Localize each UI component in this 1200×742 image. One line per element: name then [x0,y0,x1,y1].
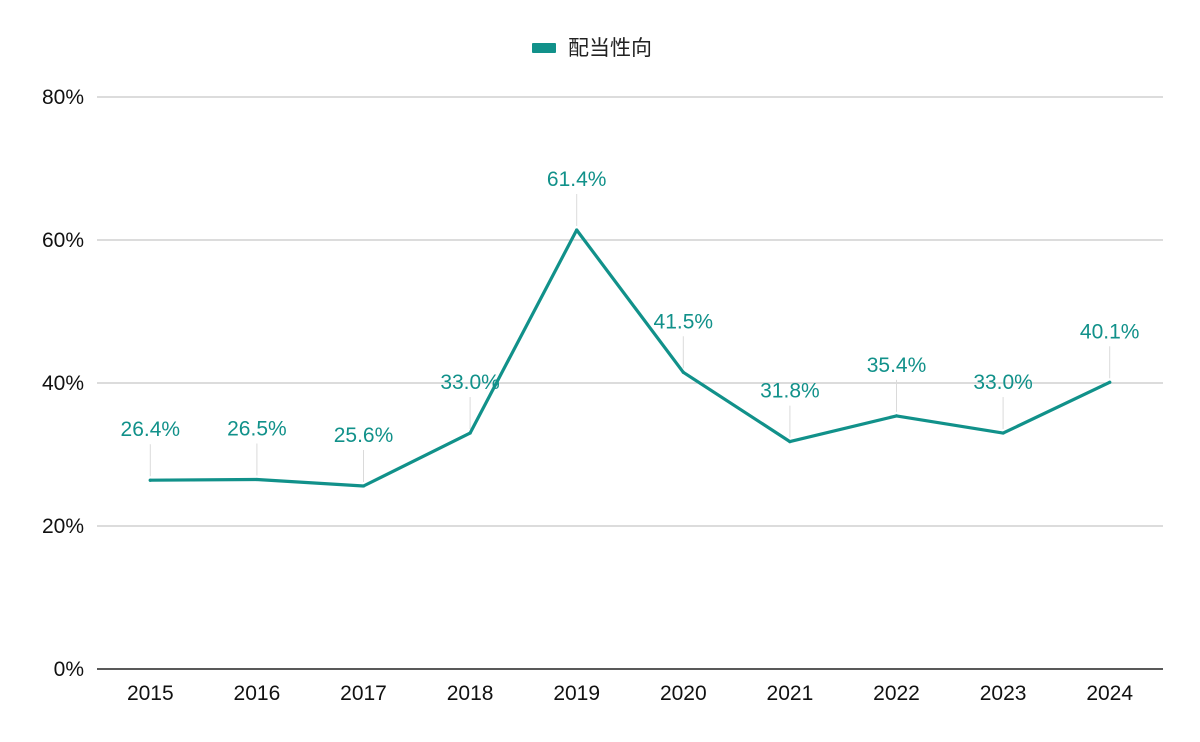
legend-label: 配当性向 [568,36,652,60]
data-point [255,477,259,482]
x-tick-label: 2020 [660,682,707,705]
data-point [788,440,792,444]
data-label: 41.5% [654,310,714,333]
x-tick-label: 2024 [1086,682,1133,705]
data-point [894,414,899,418]
y-tick-label: 40% [42,372,84,395]
x-tick-label: 2021 [767,682,814,705]
data-label: 31.8% [760,380,820,403]
series-layer [148,228,1112,488]
data-point [148,478,152,482]
x-tick-label: 2022 [873,682,920,705]
x-tick-label: 2023 [980,682,1027,705]
data-label-leaders [149,193,1111,482]
series-line [148,228,1112,488]
y-tick-label: 80% [42,86,84,109]
data-label: 25.6% [334,424,394,447]
data-point [575,228,579,232]
legend: 配当性向 [532,36,652,60]
data-labels: 26.4% 26.5% 25.6% 33.0% 61.4% 41.5% 31.8% 35.4%… [121,168,1140,447]
data-point [681,370,685,374]
y-tick-label: 20% [42,515,84,538]
x-tick-label: 2015 [127,682,174,705]
data-label: 33.0% [440,371,500,394]
data-point [361,484,366,488]
y-tick-label: 60% [42,229,84,252]
data-label: 35.4% [867,354,927,377]
data-point [1108,380,1112,384]
gridlines [97,96,1163,527]
data-label: 33.0% [973,371,1033,394]
x-axis-ticks: 2015 2016 2017 2018 2019 2020 2021 2022 2023 2024 [127,682,1133,705]
x-tick-label: 2017 [340,682,387,705]
data-label: 40.1% [1080,320,1140,343]
data-label: 26.5% [227,418,287,441]
legend-swatch [532,43,556,53]
data-label: 61.4% [547,168,607,191]
x-tick-label: 2018 [447,682,494,705]
data-point [1001,431,1005,435]
data-label: 26.4% [121,418,181,441]
data-point [468,431,472,435]
y-axis-ticks: 0% 20% 40% 60% 80% [42,86,84,681]
x-tick-label: 2016 [234,682,281,705]
y-tick-label: 0% [54,658,84,681]
x-tick-label: 2019 [553,682,600,705]
